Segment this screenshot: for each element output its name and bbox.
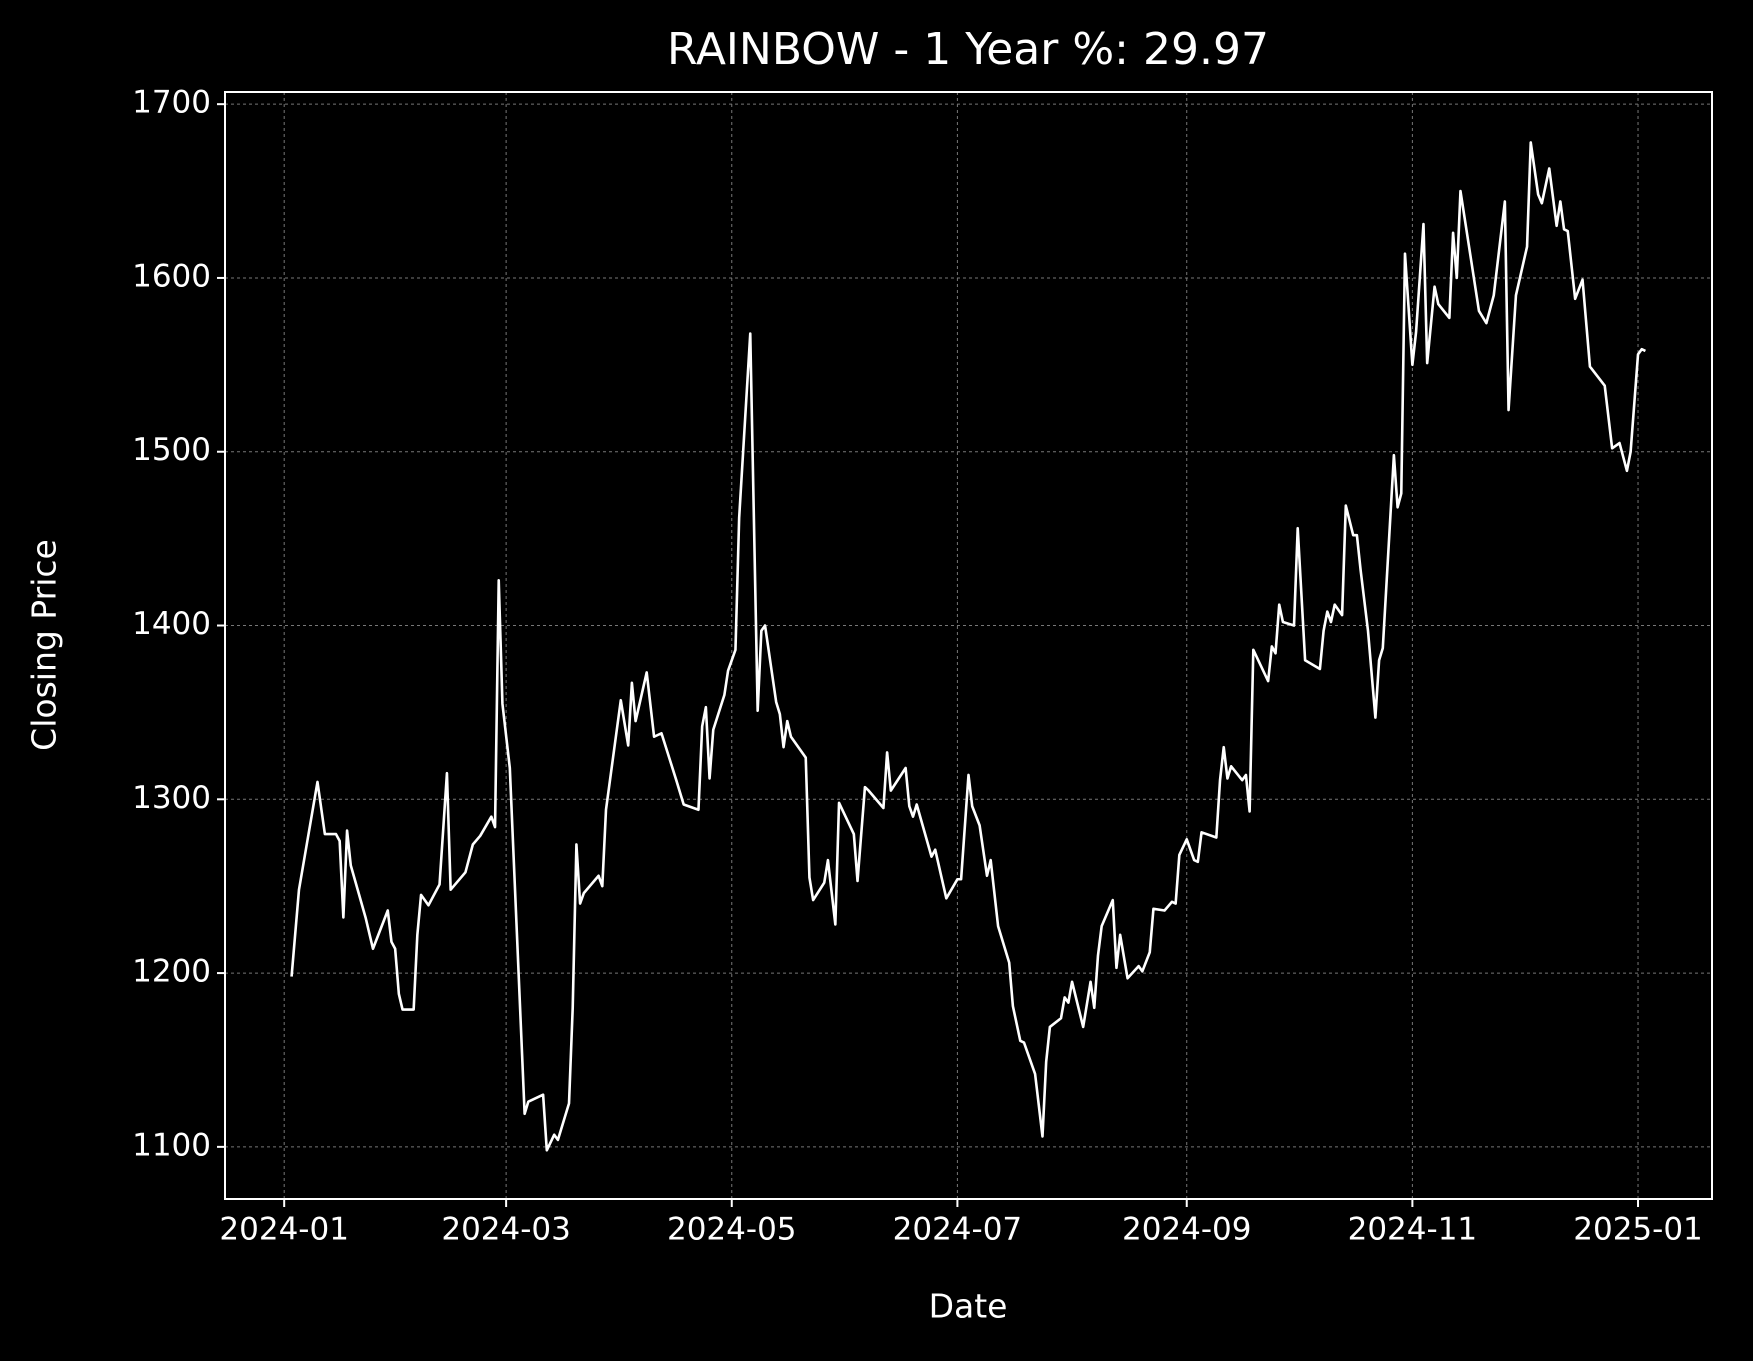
x-tick-label: 2024-03 <box>441 1212 571 1248</box>
plot-frame <box>224 91 1713 1200</box>
y-tick-label: 1500 <box>132 432 211 468</box>
y-tick-label: 1400 <box>132 606 211 642</box>
x-tick-label: 2024-11 <box>1348 1212 1478 1248</box>
y-tick-label: 1100 <box>132 1127 211 1163</box>
x-tick-label: 2024-05 <box>667 1212 797 1248</box>
price-line <box>290 141 1646 1152</box>
y-tick-label: 1600 <box>132 258 211 294</box>
x-tick-label: 2025-01 <box>1573 1212 1703 1248</box>
y-axis-label: Closing Price <box>25 539 64 751</box>
y-tick-label: 1300 <box>132 780 211 816</box>
x-axis-label: Date <box>929 1287 1008 1326</box>
x-tick-label: 2024-01 <box>219 1212 349 1248</box>
x-tick-label: 2024-07 <box>893 1212 1023 1248</box>
y-tick-label: 1200 <box>132 954 211 990</box>
x-tick-label: 2024-09 <box>1122 1212 1252 1248</box>
y-tick-label: 1700 <box>132 85 211 121</box>
chart-title: RAINBOW - 1 Year %: 29.97 <box>667 24 1269 75</box>
